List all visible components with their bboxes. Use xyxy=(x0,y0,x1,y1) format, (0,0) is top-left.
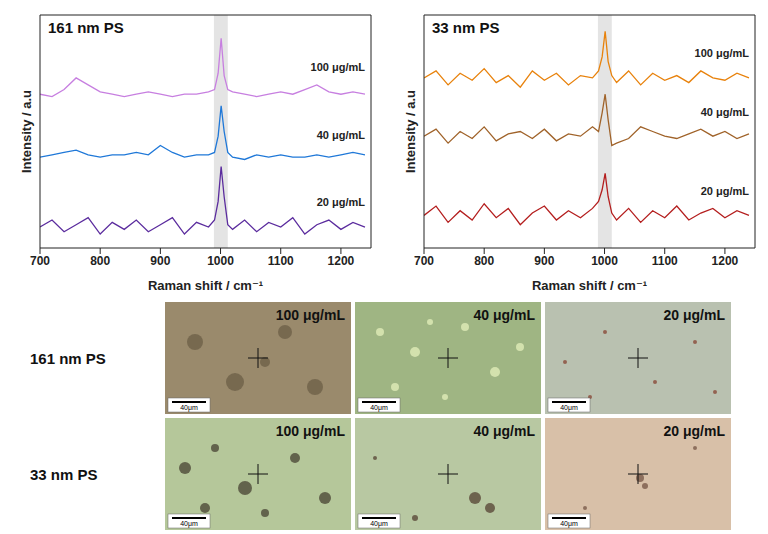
html-text:161 nm PS: 161 nm PS xyxy=(30,349,106,367)
svg-text:1100: 1100 xyxy=(652,254,678,268)
svg-text:100 μg/mL: 100 μg/mL xyxy=(695,47,750,59)
svg-text:20 μg/mL: 20 μg/mL xyxy=(664,423,726,439)
svg-text:40 μg/mL: 40 μg/mL xyxy=(474,307,536,323)
svg-text:Raman shift / cm⁻¹: Raman shift / cm⁻¹ xyxy=(148,278,263,293)
svg-text:Intensity / a.u: Intensity / a.u xyxy=(403,90,418,173)
svg-text:800: 800 xyxy=(90,254,110,268)
svg-text:100 μg/mL: 100 μg/mL xyxy=(276,307,346,323)
svg-text:40μm: 40μm xyxy=(180,520,198,528)
html-text:33 nm PS: 33 nm PS xyxy=(432,19,500,36)
svg-text:100 μg/mL: 100 μg/mL xyxy=(311,61,366,73)
svg-text:1200: 1200 xyxy=(328,254,355,268)
svg-text:100 μg/mL: 100 μg/mL xyxy=(276,423,346,439)
svg-text:40μm: 40μm xyxy=(370,404,388,412)
svg-text:700: 700 xyxy=(30,254,50,268)
svg-text:40 μg/mL: 40 μg/mL xyxy=(701,106,750,118)
svg-text:900: 900 xyxy=(150,254,170,268)
svg-text:40 μg/mL: 40 μg/mL xyxy=(474,423,536,439)
svg-text:40 μg/mL: 40 μg/mL xyxy=(317,129,366,141)
svg-text:1000: 1000 xyxy=(591,254,618,268)
svg-text:800: 800 xyxy=(474,254,494,268)
html-text:33 nm PS: 33 nm PS xyxy=(30,465,98,483)
svg-text:40μm: 40μm xyxy=(180,404,198,412)
svg-text:20 μg/mL: 20 μg/mL xyxy=(701,185,750,197)
svg-text:20 μg/mL: 20 μg/mL xyxy=(317,196,366,208)
svg-text:40μm: 40μm xyxy=(370,520,388,528)
html-text:161 nm PS: 161 nm PS xyxy=(48,19,124,36)
svg-text:1200: 1200 xyxy=(712,254,739,268)
svg-text:20 μg/mL: 20 μg/mL xyxy=(664,307,726,323)
svg-text:Raman shift / cm⁻¹: Raman shift / cm⁻¹ xyxy=(532,278,647,293)
svg-text:40μm: 40μm xyxy=(560,404,578,412)
svg-text:40μm: 40μm xyxy=(560,520,578,528)
svg-text:Intensity / a.u: Intensity / a.u xyxy=(19,90,34,173)
svg-text:700: 700 xyxy=(414,254,434,268)
svg-text:900: 900 xyxy=(534,254,554,268)
svg-text:1000: 1000 xyxy=(207,254,234,268)
svg-text:1100: 1100 xyxy=(268,254,294,268)
